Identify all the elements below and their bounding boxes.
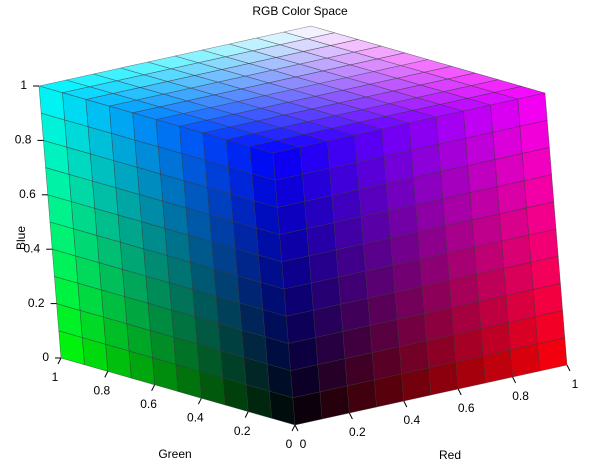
chart-title: RGB Color Space [252, 4, 348, 18]
y-axis-label: Green [158, 447, 191, 461]
x-tick [348, 412, 353, 420]
cell [283, 25, 335, 40]
x-tick-label: 0.6 [458, 401, 475, 415]
y-tick [57, 357, 62, 365]
z-tick-label: 0 [42, 350, 49, 364]
x-tick-label: 0.2 [349, 425, 366, 439]
x-tick-label: 1 [572, 377, 579, 391]
axes: 00.20.40.60.8100.20.40.60.8100.20.40.60.… [15, 78, 579, 451]
y-tick [244, 411, 249, 418]
y-tick-label: 0.6 [140, 397, 157, 411]
cell [272, 146, 303, 181]
cell [354, 128, 385, 163]
x-tick [566, 364, 571, 372]
y-tick [291, 424, 296, 432]
cell [408, 116, 439, 151]
cell [490, 98, 521, 133]
cell [381, 122, 412, 157]
x-tick [403, 400, 408, 408]
y-tick [104, 371, 109, 378]
cell [327, 134, 358, 169]
y-tick-label: 0.8 [93, 384, 110, 398]
cell [435, 110, 466, 145]
y-tick [151, 384, 156, 392]
cell [299, 140, 330, 175]
z-tick-label: 0.4 [24, 241, 41, 255]
x-tick [457, 388, 462, 396]
x-tick-label: 0.4 [403, 413, 420, 427]
z-tick-label: 0.6 [19, 187, 36, 201]
z-tick-label: 0.8 [15, 133, 32, 147]
y-tick-label: 1 [52, 370, 59, 384]
x-tick [294, 424, 299, 432]
x-axis-label: Red [439, 448, 461, 462]
z-tick-label: 1 [20, 78, 27, 92]
x-tick [512, 376, 517, 384]
z-tick-label: 0.2 [28, 296, 45, 310]
x-tick-label: 0 [300, 437, 307, 451]
y-tick [197, 397, 202, 405]
z-axis-label: Blue [14, 226, 28, 250]
y-tick-label: 0.2 [234, 424, 251, 438]
y-tick-label: 0.4 [187, 410, 204, 424]
y-tick-label: 0 [286, 437, 293, 451]
cell [463, 104, 494, 139]
cube [38, 25, 568, 426]
x-tick-label: 0.8 [512, 389, 529, 403]
cell [517, 92, 548, 127]
